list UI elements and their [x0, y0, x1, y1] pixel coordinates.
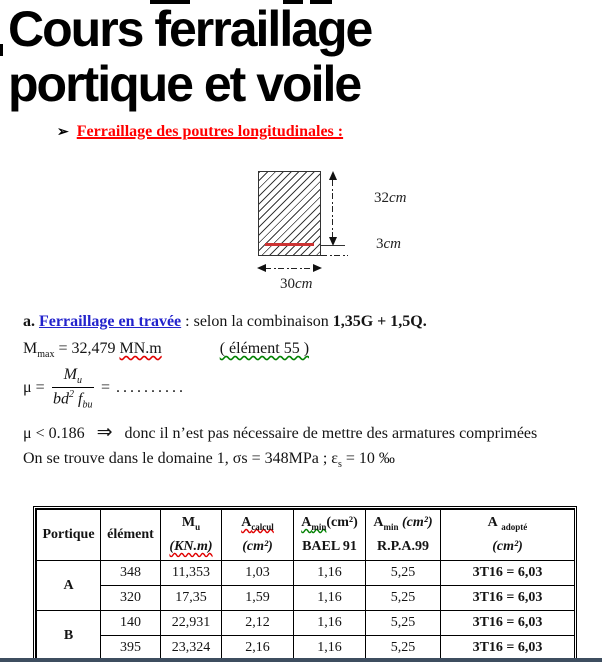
arrow-bullet-icon: ➢	[57, 125, 69, 140]
viewport-bottom-edge	[0, 658, 602, 662]
col-header-acalcul: Acalcul (cm²)	[221, 509, 294, 561]
col-header-portique: Portique	[36, 509, 101, 561]
travee-link[interactable]: Ferraillage en travée	[39, 313, 182, 330]
cropped-text-fragment	[0, 44, 3, 56]
col-header-adopte: A adopté (cm²)	[440, 509, 574, 561]
unit-mnm: MN.m	[119, 340, 162, 357]
list-label: a.	[23, 313, 35, 330]
results-table: Portique élément Mu (KN.m) Acalcul (cm²)…	[36, 509, 574, 658]
domain-line: On se trouve dans le domaine 1, σs = 348…	[23, 450, 395, 471]
arrow-right-icon	[313, 264, 322, 272]
vertical-dimension-line	[332, 180, 333, 238]
arrow-up-icon	[329, 171, 337, 180]
mu-formula: μ = Mu bd2 fbu =..........	[23, 366, 186, 411]
cropped-text-fragment	[150, 0, 190, 4]
col-header-element: élément	[100, 509, 161, 561]
portique-cell: B	[36, 610, 101, 658]
cropped-text-fragment	[310, 0, 332, 4]
rebar-line	[265, 243, 314, 246]
fraction: Mu bd2 fbu	[51, 366, 94, 411]
table-row: A 348 11,353 1,03 1,16 5,25 3T16 = 6,03	[36, 560, 574, 611]
page-title: Cours ferraillage portique et voile	[8, 1, 373, 112]
dimension-tick-bottom	[321, 255, 348, 256]
arrow-down-icon	[329, 237, 337, 246]
section-heading-text: Ferraillage des poutres longitudinales :	[76, 123, 344, 140]
table-header-row: Portique élément Mu (KN.m) Acalcul (cm²)…	[36, 509, 574, 561]
element-reference: ( élément 55 )	[219, 340, 310, 357]
cover-dimension-label: 3cm	[376, 236, 401, 252]
height-dimension-label: 32cm	[374, 190, 407, 206]
implies-arrow-icon: ⇒	[96, 422, 113, 443]
col-header-amin-bael: Amin(cm²) BAEL 91	[293, 509, 366, 561]
condition-line: μ < 0.186 ⇒ donc il n’est pas nécessaire d…	[23, 422, 538, 443]
horizontal-dimension-line	[265, 268, 315, 269]
arrow-left-icon	[257, 264, 266, 272]
width-dimension-label: 30cm	[280, 276, 313, 292]
paragraph-travee: a. Ferraillage en travée : selon la comb…	[23, 313, 427, 330]
portique-cell: A	[36, 560, 101, 611]
load-combination: 1,35G + 1,5Q.	[332, 313, 427, 330]
table-row: 320 17,35 1,59 1,16 5,25 3T16 = 6,03	[37, 585, 574, 611]
page-title-line1: Cours ferraillage	[8, 1, 373, 57]
cropped-text-fragment	[283, 0, 303, 4]
page-title-line2: portique et voile	[8, 56, 362, 112]
col-header-amin-rpa: Amin (cm²) R.P.A.99	[365, 509, 441, 561]
table-row: 395 23,324 2,16 1,16 5,25 3T16 = 6,03	[37, 635, 574, 658]
table-row: B 140 22,931 2,12 1,16 5,25 3T16 = 6,03	[36, 610, 574, 658]
col-header-mu: Mu (KN.m)	[160, 509, 222, 561]
results-table-frame: Portique élément Mu (KN.m) Acalcul (cm²)…	[33, 506, 577, 658]
mmax-line: Mmax = 32,479 MN.m( élément 55 )	[23, 340, 310, 361]
section-heading: ➢ Ferraillage des poutres longitudinales …	[57, 123, 343, 141]
beam-cross-section	[258, 171, 321, 256]
